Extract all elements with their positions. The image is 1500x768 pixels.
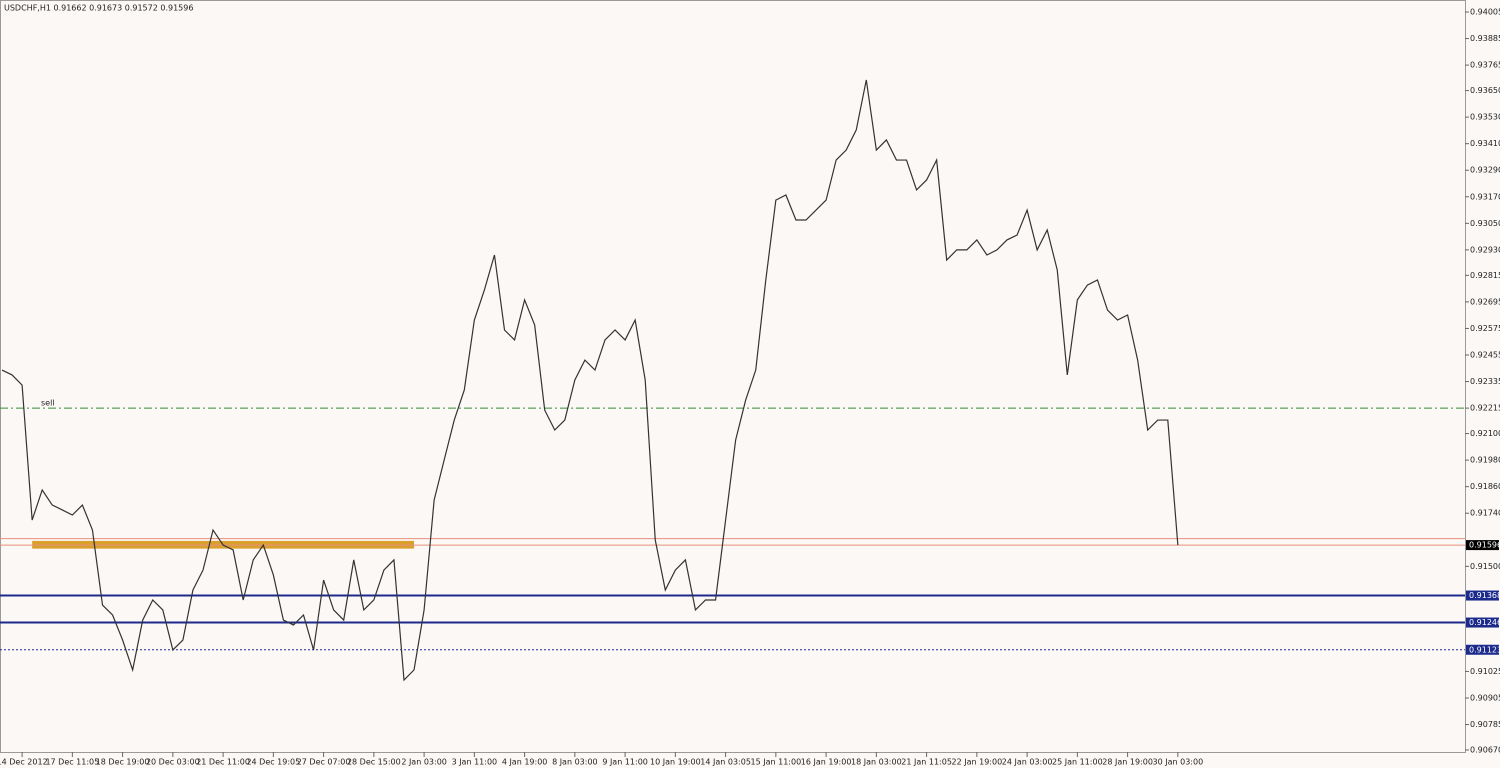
x-tick-label: 21 Dec 11:00 <box>196 758 250 767</box>
y-tick-label: 0.90905 <box>1470 693 1500 702</box>
y-tick-label: 0.91860 <box>1470 482 1500 491</box>
y-tick-label: 0.92695 <box>1470 297 1500 306</box>
y-tick-label: 0.93290 <box>1470 166 1500 175</box>
x-tick-label: 14 Dec 2012 <box>0 758 48 767</box>
y-tick-label: 0.93410 <box>1470 139 1500 148</box>
y-tick-label: 0.92815 <box>1470 271 1500 280</box>
x-tick-label: 22 Jan 19:00 <box>952 758 1003 767</box>
y-tick-label: 0.93530 <box>1470 113 1500 122</box>
price-marker <box>1466 540 1499 551</box>
y-tick-label: 0.91980 <box>1470 456 1500 465</box>
price-marker <box>1466 590 1499 601</box>
y-tick-label: 0.94005 <box>1470 8 1500 17</box>
y-tick-label: 0.93650 <box>1470 86 1500 95</box>
y-tick-label: 0.92215 <box>1470 404 1500 413</box>
x-tick-label: 27 Dec 07:00 <box>297 758 351 767</box>
x-tick-label: 17 Dec 11:05 <box>45 758 99 767</box>
y-tick-label: 0.93885 <box>1470 34 1500 43</box>
price-marker-label: 0.91368 <box>1469 591 1500 600</box>
y-tick-label: 0.91740 <box>1470 509 1500 518</box>
y-tick-label: 0.91025 <box>1470 667 1500 676</box>
x-tick-label: 4 Jan 19:00 <box>502 758 548 767</box>
y-tick-label: 0.92575 <box>1470 324 1500 333</box>
x-tick-label: 14 Jan 03:05 <box>700 758 751 767</box>
price-line <box>1 79 1179 682</box>
y-tick-label: 0.93170 <box>1470 192 1500 201</box>
x-tick-label: 28 Jan 19:00 <box>1102 758 1153 767</box>
y-tick-label: 0.93050 <box>1470 219 1500 228</box>
y-tick-label: 0.90785 <box>1470 720 1500 729</box>
y-tick-label: 0.91500 <box>1470 562 1500 571</box>
price-marker <box>1466 644 1499 655</box>
x-tick-label: 30 Jan 03:00 <box>1153 758 1204 767</box>
x-tick-label: 24 Jan 03:00 <box>1002 758 1053 767</box>
x-tick-label: 24 Dec 19:05 <box>246 758 300 767</box>
y-tick-label: 0.92335 <box>1470 377 1500 386</box>
plot-frame <box>0 0 1466 753</box>
price-marker-label: 0.91596 <box>1469 541 1500 550</box>
y-tick-label: 0.92930 <box>1470 245 1500 254</box>
x-tick-label: 10 Jan 19:00 <box>650 758 701 767</box>
x-tick-label: 28 Dec 15:00 <box>347 758 401 767</box>
x-tick-label: 18 Dec 19:00 <box>96 758 150 767</box>
x-tick-label: 8 Jan 03:00 <box>552 758 598 767</box>
x-tick-label: 15 Jan 11:00 <box>751 758 802 767</box>
x-tick-label: 9 Jan 11:00 <box>602 758 648 767</box>
chart-title: USDCHF,H1 0.91662 0.91673 0.91572 0.9159… <box>4 4 193 13</box>
x-tick-label: 20 Dec 03:00 <box>146 758 200 767</box>
x-tick-label: 3 Jan 11:00 <box>452 758 498 767</box>
y-tick-label: 0.92100 <box>1470 429 1500 438</box>
x-tick-label: 16 Jan 19:00 <box>801 758 852 767</box>
x-tick-label: 25 Jan 11:00 <box>1052 758 1103 767</box>
price-marker-label: 0.91123 <box>1469 645 1500 654</box>
y-tick-label: 0.92455 <box>1470 350 1500 359</box>
y-tick-label: 0.90670 <box>1470 746 1500 755</box>
x-tick-label: 21 Jan 11:05 <box>901 758 952 767</box>
y-tick-label: 0.93765 <box>1470 61 1500 70</box>
x-tick-label: 2 Jan 03:00 <box>401 758 447 767</box>
level-label: sell <box>41 399 55 408</box>
price-marker <box>1466 617 1499 628</box>
x-tick-label: 18 Jan 03:00 <box>851 758 902 767</box>
price-marker-label: 0.91246 <box>1469 618 1500 627</box>
